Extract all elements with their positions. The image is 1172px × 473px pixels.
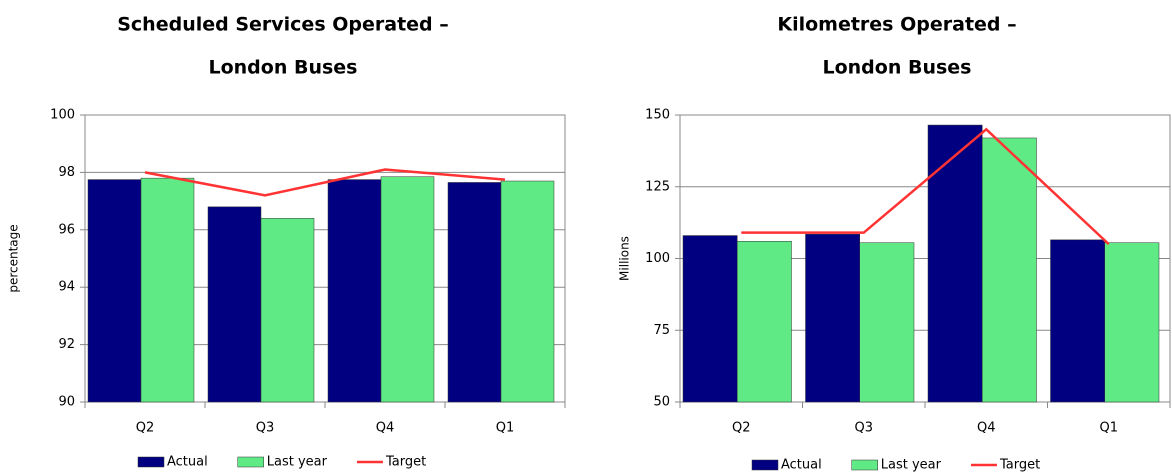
bar <box>737 241 792 403</box>
bar <box>500 180 555 403</box>
legend-swatch <box>851 459 878 471</box>
y-tick-label: 92 <box>58 337 75 352</box>
bar <box>682 235 738 403</box>
legend-swatch <box>137 456 165 468</box>
bar <box>380 176 435 403</box>
legend-label: Target <box>385 455 426 470</box>
x-tick-label: Q4 <box>977 421 996 436</box>
bar <box>1050 239 1105 403</box>
legend-label: Actual <box>167 455 208 470</box>
x-tick-label: Q3 <box>256 421 275 436</box>
chart-title: Scheduled Services Operated – <box>117 14 449 36</box>
x-tick-label: Q2 <box>136 421 155 436</box>
y-tick-label: 96 <box>58 222 75 237</box>
y-axis-label: Millions <box>618 236 632 281</box>
y-tick-label: 75 <box>653 323 670 338</box>
y-tick-label: 125 <box>645 179 670 194</box>
bar <box>207 206 262 403</box>
chart-title: London Buses <box>823 57 972 79</box>
bar <box>805 233 860 403</box>
bar <box>859 242 915 403</box>
bar <box>140 177 195 403</box>
y-tick-label: 50 <box>653 395 670 410</box>
legend-label: Last year <box>881 458 942 473</box>
bar <box>1104 242 1160 403</box>
y-tick-label: 100 <box>645 251 670 266</box>
target-line <box>741 127 1110 246</box>
bar <box>327 179 382 403</box>
bar <box>982 137 1037 403</box>
legend-label: Last year <box>267 455 328 470</box>
y-tick-label: 150 <box>645 108 670 123</box>
x-tick-label: Q1 <box>1099 421 1118 436</box>
x-tick-label: Q4 <box>376 421 395 436</box>
y-axis-label: percentage <box>7 224 21 292</box>
chart-title: Kilometres Operated – <box>777 14 1016 36</box>
y-tick-label: 94 <box>58 280 75 295</box>
y-tick-label: 98 <box>58 165 75 180</box>
target-line <box>144 168 506 197</box>
bar <box>447 182 502 403</box>
y-tick-label: 100 <box>50 108 75 123</box>
legend-label: Actual <box>781 458 822 473</box>
y-tick-label: 90 <box>58 395 75 410</box>
bar <box>87 179 142 403</box>
bar <box>927 124 983 403</box>
x-tick-label: Q3 <box>854 421 873 436</box>
x-tick-label: Q1 <box>496 421 515 436</box>
chart-title: London Buses <box>209 57 358 79</box>
x-tick-label: Q2 <box>732 421 751 436</box>
legend-label: Target <box>999 458 1040 473</box>
bar <box>260 218 315 403</box>
legend-swatch <box>751 459 779 471</box>
legend-swatch <box>237 456 264 468</box>
